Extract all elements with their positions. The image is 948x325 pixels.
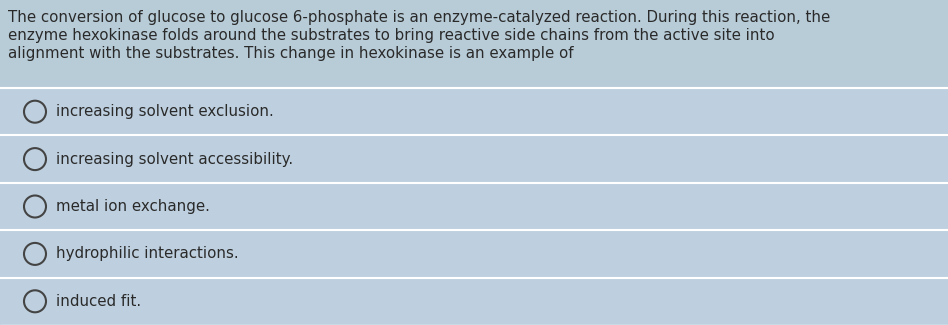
Bar <box>0 88 948 136</box>
Text: induced fit.: induced fit. <box>56 294 141 309</box>
Text: enzyme hexokinase folds around the substrates to bring reactive side chains from: enzyme hexokinase folds around the subst… <box>8 28 775 43</box>
Bar <box>0 0 948 88</box>
Text: alignment with the substrates. This change in hexokinase is an example of: alignment with the substrates. This chan… <box>8 46 574 61</box>
Text: increasing solvent exclusion.: increasing solvent exclusion. <box>56 104 274 119</box>
Text: hydrophilic interactions.: hydrophilic interactions. <box>56 246 239 261</box>
Text: The conversion of glucose to glucose 6-phosphate is an enzyme-catalyzed reaction: The conversion of glucose to glucose 6-p… <box>8 10 830 25</box>
Bar <box>0 230 948 278</box>
Text: metal ion exchange.: metal ion exchange. <box>56 199 210 214</box>
Text: increasing solvent accessibility.: increasing solvent accessibility. <box>56 151 293 167</box>
Bar <box>0 278 948 325</box>
Bar <box>0 183 948 230</box>
Bar <box>0 136 948 183</box>
